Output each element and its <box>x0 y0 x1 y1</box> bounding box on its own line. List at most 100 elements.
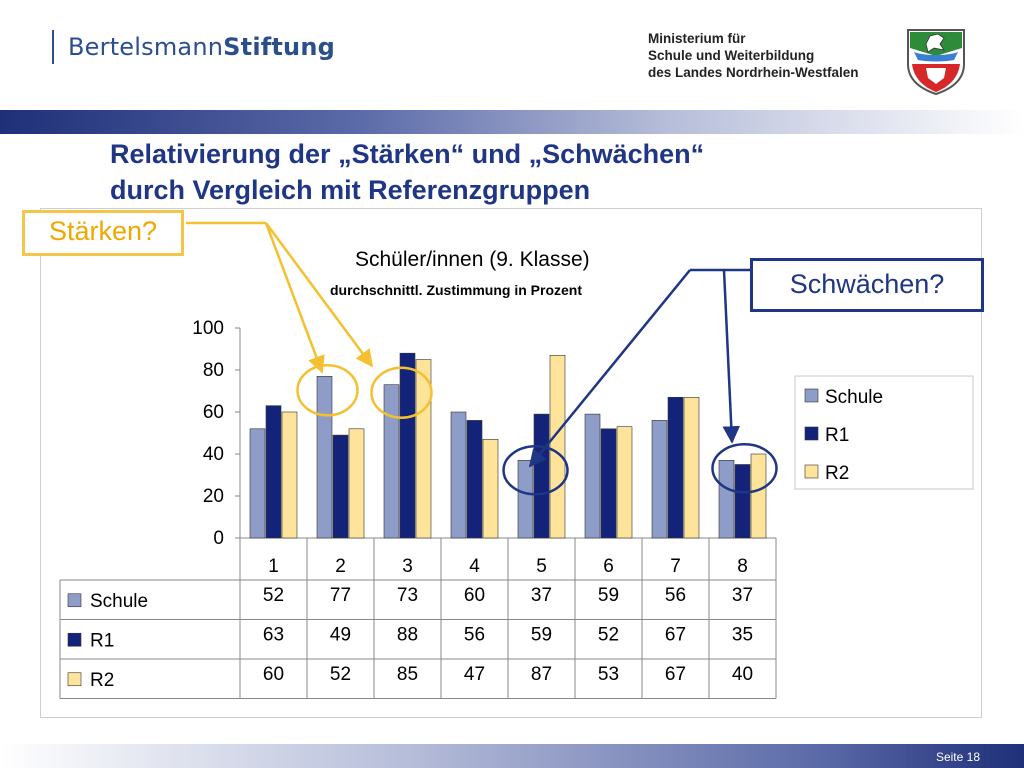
x-tick-label: 4 <box>469 556 480 577</box>
bar-r1-4 <box>466 420 483 539</box>
logo-plain: Bertelsmann <box>68 33 224 61</box>
bar-schule-6 <box>584 413 601 539</box>
table-cell: 52 <box>263 585 284 606</box>
nrw-crest-icon <box>907 29 965 96</box>
table-cell: 85 <box>397 664 418 685</box>
bar-r1-6 <box>600 428 617 539</box>
table-cell: 52 <box>330 664 351 685</box>
chart-subtitle: durchschnittl. Zustimmung in Prozent <box>330 282 582 298</box>
header-band <box>0 110 1024 134</box>
bar-schule-4 <box>450 411 467 539</box>
bar-r2-8 <box>750 453 767 539</box>
table-cell: 88 <box>397 624 418 645</box>
table-cell: 59 <box>598 585 619 606</box>
weakness-arrow <box>722 269 741 444</box>
table-cell: 77 <box>330 585 351 606</box>
legend-key-schule <box>804 388 819 403</box>
table-cell: 40 <box>732 664 753 685</box>
bertelsmann-logo: BertelsmannStiftung <box>52 28 335 66</box>
logo-text: BertelsmannStiftung <box>68 33 335 61</box>
ministry-line-3: des Landes Nordrhein-Westfalen <box>648 65 859 80</box>
x-tick-label: 2 <box>335 556 346 577</box>
table-cell: 35 <box>732 624 753 645</box>
table-cell: 63 <box>263 624 284 645</box>
table-legend-key <box>67 672 82 687</box>
strengths-callout: Stärken? <box>22 210 184 256</box>
bar-schule-7 <box>651 420 668 539</box>
table-cell: 56 <box>464 624 485 645</box>
title-line-1: Relativierung der „Stärken“ und „Schwäch… <box>110 139 705 169</box>
table-cell: 56 <box>665 585 686 606</box>
table-series-label: R2 <box>90 670 114 691</box>
table-cell: 37 <box>732 585 753 606</box>
strength-arrow <box>264 222 325 374</box>
table-cell: 49 <box>330 624 351 645</box>
ministry-name: Ministerium für Schule und Weiterbildung… <box>648 30 859 81</box>
x-tick-label: 5 <box>536 556 547 577</box>
legend-label-schule: Schule <box>825 387 883 408</box>
bar-schule-1 <box>249 428 266 539</box>
table-series-label: Schule <box>90 591 148 612</box>
bar-r2-4 <box>482 438 499 539</box>
table-cell: 37 <box>531 585 552 606</box>
table-cell: 47 <box>464 664 485 685</box>
ministry-line-1: Ministerium für <box>648 31 746 46</box>
strength-circle <box>296 364 359 417</box>
bar-r2-1 <box>281 411 298 539</box>
footer-band <box>0 744 1024 768</box>
bar-r2-3 <box>415 359 432 539</box>
bar-r1-7 <box>667 396 684 539</box>
bar-schule-2 <box>316 375 333 539</box>
table-cell: 73 <box>397 585 418 606</box>
bar-schule-5 <box>517 459 534 539</box>
x-tick-label: 7 <box>670 556 681 577</box>
ministry-line-2: Schule und Weiterbildung <box>648 48 815 63</box>
y-tick-label: 60 <box>203 402 224 423</box>
chart-frame <box>40 208 982 718</box>
bar-r2-2 <box>348 428 365 539</box>
page-number: Seite 18 <box>935 750 980 764</box>
x-tick-label: 8 <box>737 556 748 577</box>
bar-r1-3 <box>399 352 416 539</box>
y-tick-label: 40 <box>203 444 224 465</box>
table-cell: 87 <box>531 664 552 685</box>
legend-label-r1: R1 <box>825 425 849 446</box>
x-tick-label: 6 <box>603 556 614 577</box>
bar-r1-2 <box>332 434 349 539</box>
strength-circle <box>370 366 433 419</box>
bar-r1-1 <box>265 405 282 539</box>
table-series-label: R1 <box>90 630 114 651</box>
strength-arrow <box>264 222 374 368</box>
weakness-circle <box>502 445 569 496</box>
table-cell: 53 <box>598 664 619 685</box>
y-tick-label: 80 <box>203 360 224 381</box>
legend-box <box>794 375 974 490</box>
logo-bold: Stiftung <box>223 33 336 61</box>
weakness-circle <box>711 443 778 494</box>
bar-r2-6 <box>616 426 633 539</box>
legend-key-r1 <box>804 426 819 441</box>
legend-key-r2 <box>804 464 819 479</box>
weakness-arrow <box>528 269 691 468</box>
table-legend-key <box>67 593 82 608</box>
table-cell: 67 <box>665 664 686 685</box>
bar-r2-5 <box>549 354 566 539</box>
y-tick-label: 100 <box>192 318 224 339</box>
bar-r1-8 <box>734 464 751 539</box>
weaknesses-callout: Schwächen? <box>750 258 984 312</box>
x-tick-label: 3 <box>402 556 413 577</box>
table-cell: 60 <box>263 664 284 685</box>
bar-r1-5 <box>533 413 550 539</box>
bar-schule-3 <box>383 384 400 539</box>
table-legend-key <box>67 632 82 647</box>
slide-title: Relativierung der „Stärken“ und „Schwäch… <box>110 136 704 208</box>
x-tick-label: 1 <box>268 556 279 577</box>
y-tick-label: 0 <box>213 528 224 549</box>
table-cell: 67 <box>665 624 686 645</box>
table-cell: 52 <box>598 624 619 645</box>
logo-bar <box>52 30 54 64</box>
chart-title: Schüler/innen (9. Klasse) <box>355 248 590 271</box>
table-cell: 59 <box>531 624 552 645</box>
title-line-2: durch Vergleich mit Referenzgruppen <box>110 175 591 205</box>
